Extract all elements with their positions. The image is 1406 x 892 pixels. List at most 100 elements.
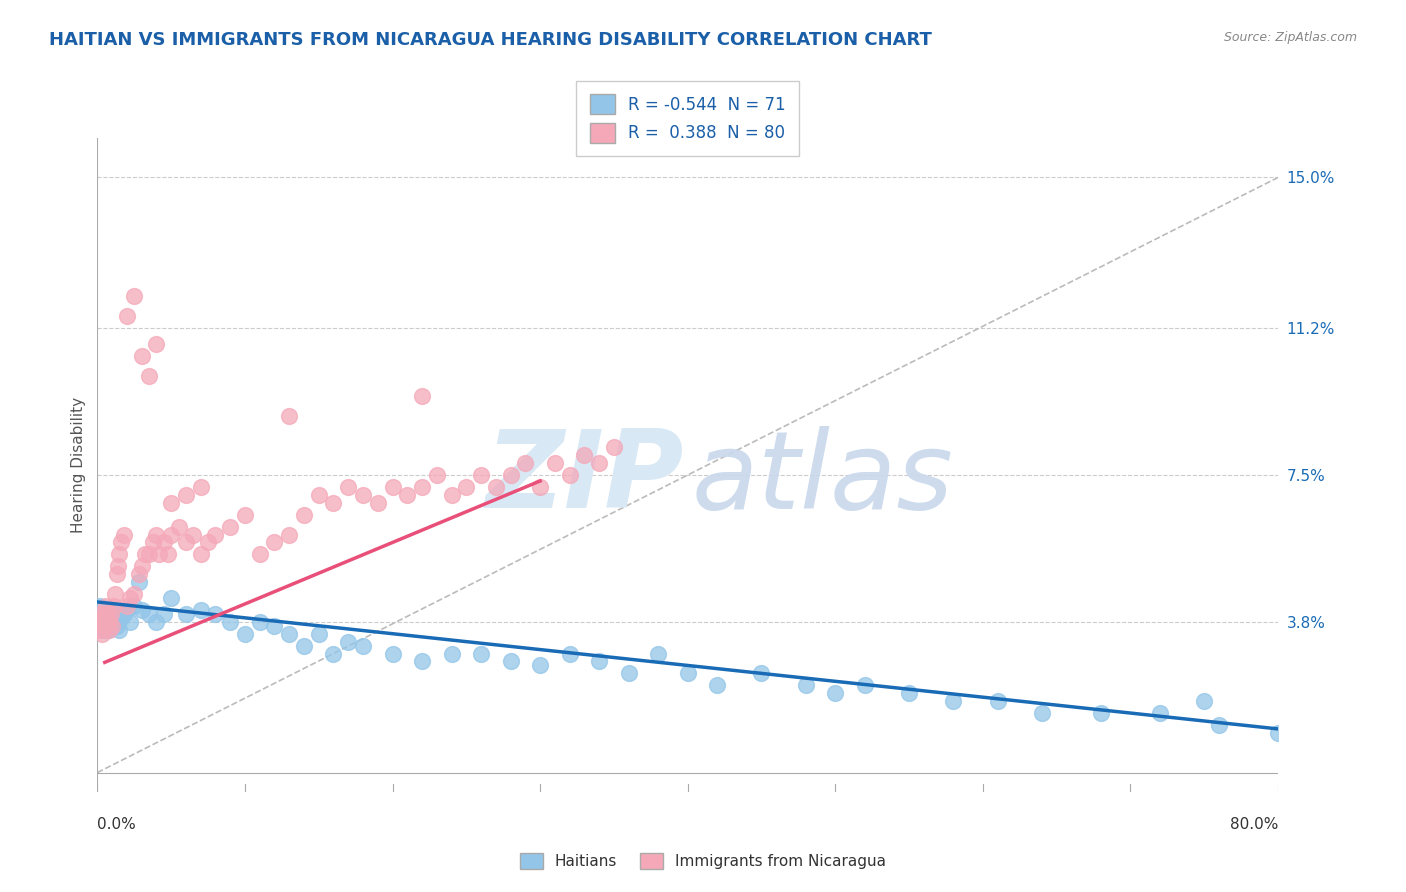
Point (90, 611, 112, 625)
Point (676, 666, 699, 681)
Point (89, 599, 111, 613)
Point (89, 623, 111, 637)
Point (90, 615, 112, 629)
Point (104, 607, 127, 621)
Point (101, 619, 124, 633)
Point (352, 639, 374, 653)
Point (204, 607, 226, 621)
Text: HAITIAN VS IMMIGRANTS FROM NICARAGUA HEARING DISABILITY CORRELATION CHART: HAITIAN VS IMMIGRANTS FROM NICARAGUA HEA… (49, 31, 932, 49)
Point (308, 626, 330, 640)
Point (138, 607, 160, 621)
Point (308, 488, 330, 502)
Point (103, 611, 125, 625)
Point (167, 519, 190, 533)
Point (396, 488, 419, 502)
Point (942, 694, 965, 708)
Point (367, 496, 389, 510)
Point (544, 456, 567, 470)
Point (190, 603, 212, 617)
Point (529, 480, 551, 494)
Point (96, 599, 118, 613)
Text: atlas: atlas (692, 425, 953, 531)
Point (456, 480, 478, 494)
Point (824, 686, 846, 700)
Point (122, 289, 145, 303)
Point (197, 535, 219, 549)
Point (574, 448, 596, 462)
Point (91, 619, 114, 633)
Text: 0.0%: 0.0% (97, 817, 136, 832)
Point (115, 310, 138, 324)
Legend: Haitians, Immigrants from Nicaragua: Haitians, Immigrants from Nicaragua (513, 847, 893, 875)
Point (107, 615, 129, 629)
Point (145, 337, 167, 351)
Point (93, 607, 115, 621)
Point (485, 480, 508, 494)
Point (115, 599, 138, 613)
Point (160, 591, 183, 605)
Point (470, 468, 492, 483)
Point (440, 647, 463, 661)
Point (142, 535, 165, 549)
Point (603, 440, 626, 454)
Point (100, 607, 122, 621)
Point (152, 607, 174, 621)
Point (108, 547, 131, 561)
Point (157, 547, 180, 561)
Point (98, 619, 121, 633)
Point (118, 591, 141, 605)
Point (160, 527, 183, 541)
Point (105, 567, 128, 582)
Point (145, 527, 167, 541)
Point (105, 619, 128, 633)
Point (794, 678, 817, 692)
Point (87, 607, 110, 621)
Point (134, 547, 156, 561)
Point (138, 368, 160, 383)
Point (588, 655, 610, 669)
Point (131, 559, 153, 574)
Point (100, 607, 122, 621)
Point (558, 468, 581, 483)
Point (90, 626, 112, 640)
Point (898, 686, 921, 700)
Point (337, 480, 360, 494)
Point (122, 599, 145, 613)
Point (93, 615, 115, 629)
Y-axis label: Hearing Disability: Hearing Disability (72, 397, 86, 533)
Point (98, 615, 121, 629)
Point (131, 349, 153, 363)
Point (107, 559, 129, 574)
Point (91, 615, 114, 629)
Point (91, 619, 114, 633)
Legend: R = -0.544  N = 71, R =  0.388  N = 80: R = -0.544 N = 71, R = 0.388 N = 80 (576, 80, 799, 156)
Point (263, 619, 285, 633)
Point (249, 547, 271, 561)
Point (104, 587, 127, 601)
Point (219, 519, 242, 533)
Point (1090, 706, 1112, 720)
Point (96, 607, 118, 621)
Point (1031, 706, 1053, 720)
Point (97, 615, 120, 629)
Point (131, 603, 153, 617)
Point (148, 547, 170, 561)
Point (110, 611, 132, 625)
Text: ZIP: ZIP (486, 425, 685, 532)
Point (233, 508, 256, 522)
Point (128, 567, 150, 582)
Point (706, 678, 728, 692)
Point (470, 647, 492, 661)
Point (190, 480, 212, 494)
Point (93, 623, 115, 637)
Point (96, 615, 118, 629)
Point (411, 655, 433, 669)
Point (96, 619, 118, 633)
Point (219, 615, 242, 629)
Text: Source: ZipAtlas.com: Source: ZipAtlas.com (1223, 31, 1357, 45)
Point (145, 615, 167, 629)
Point (426, 468, 449, 483)
Point (204, 527, 226, 541)
Point (112, 607, 135, 621)
Point (278, 527, 301, 541)
